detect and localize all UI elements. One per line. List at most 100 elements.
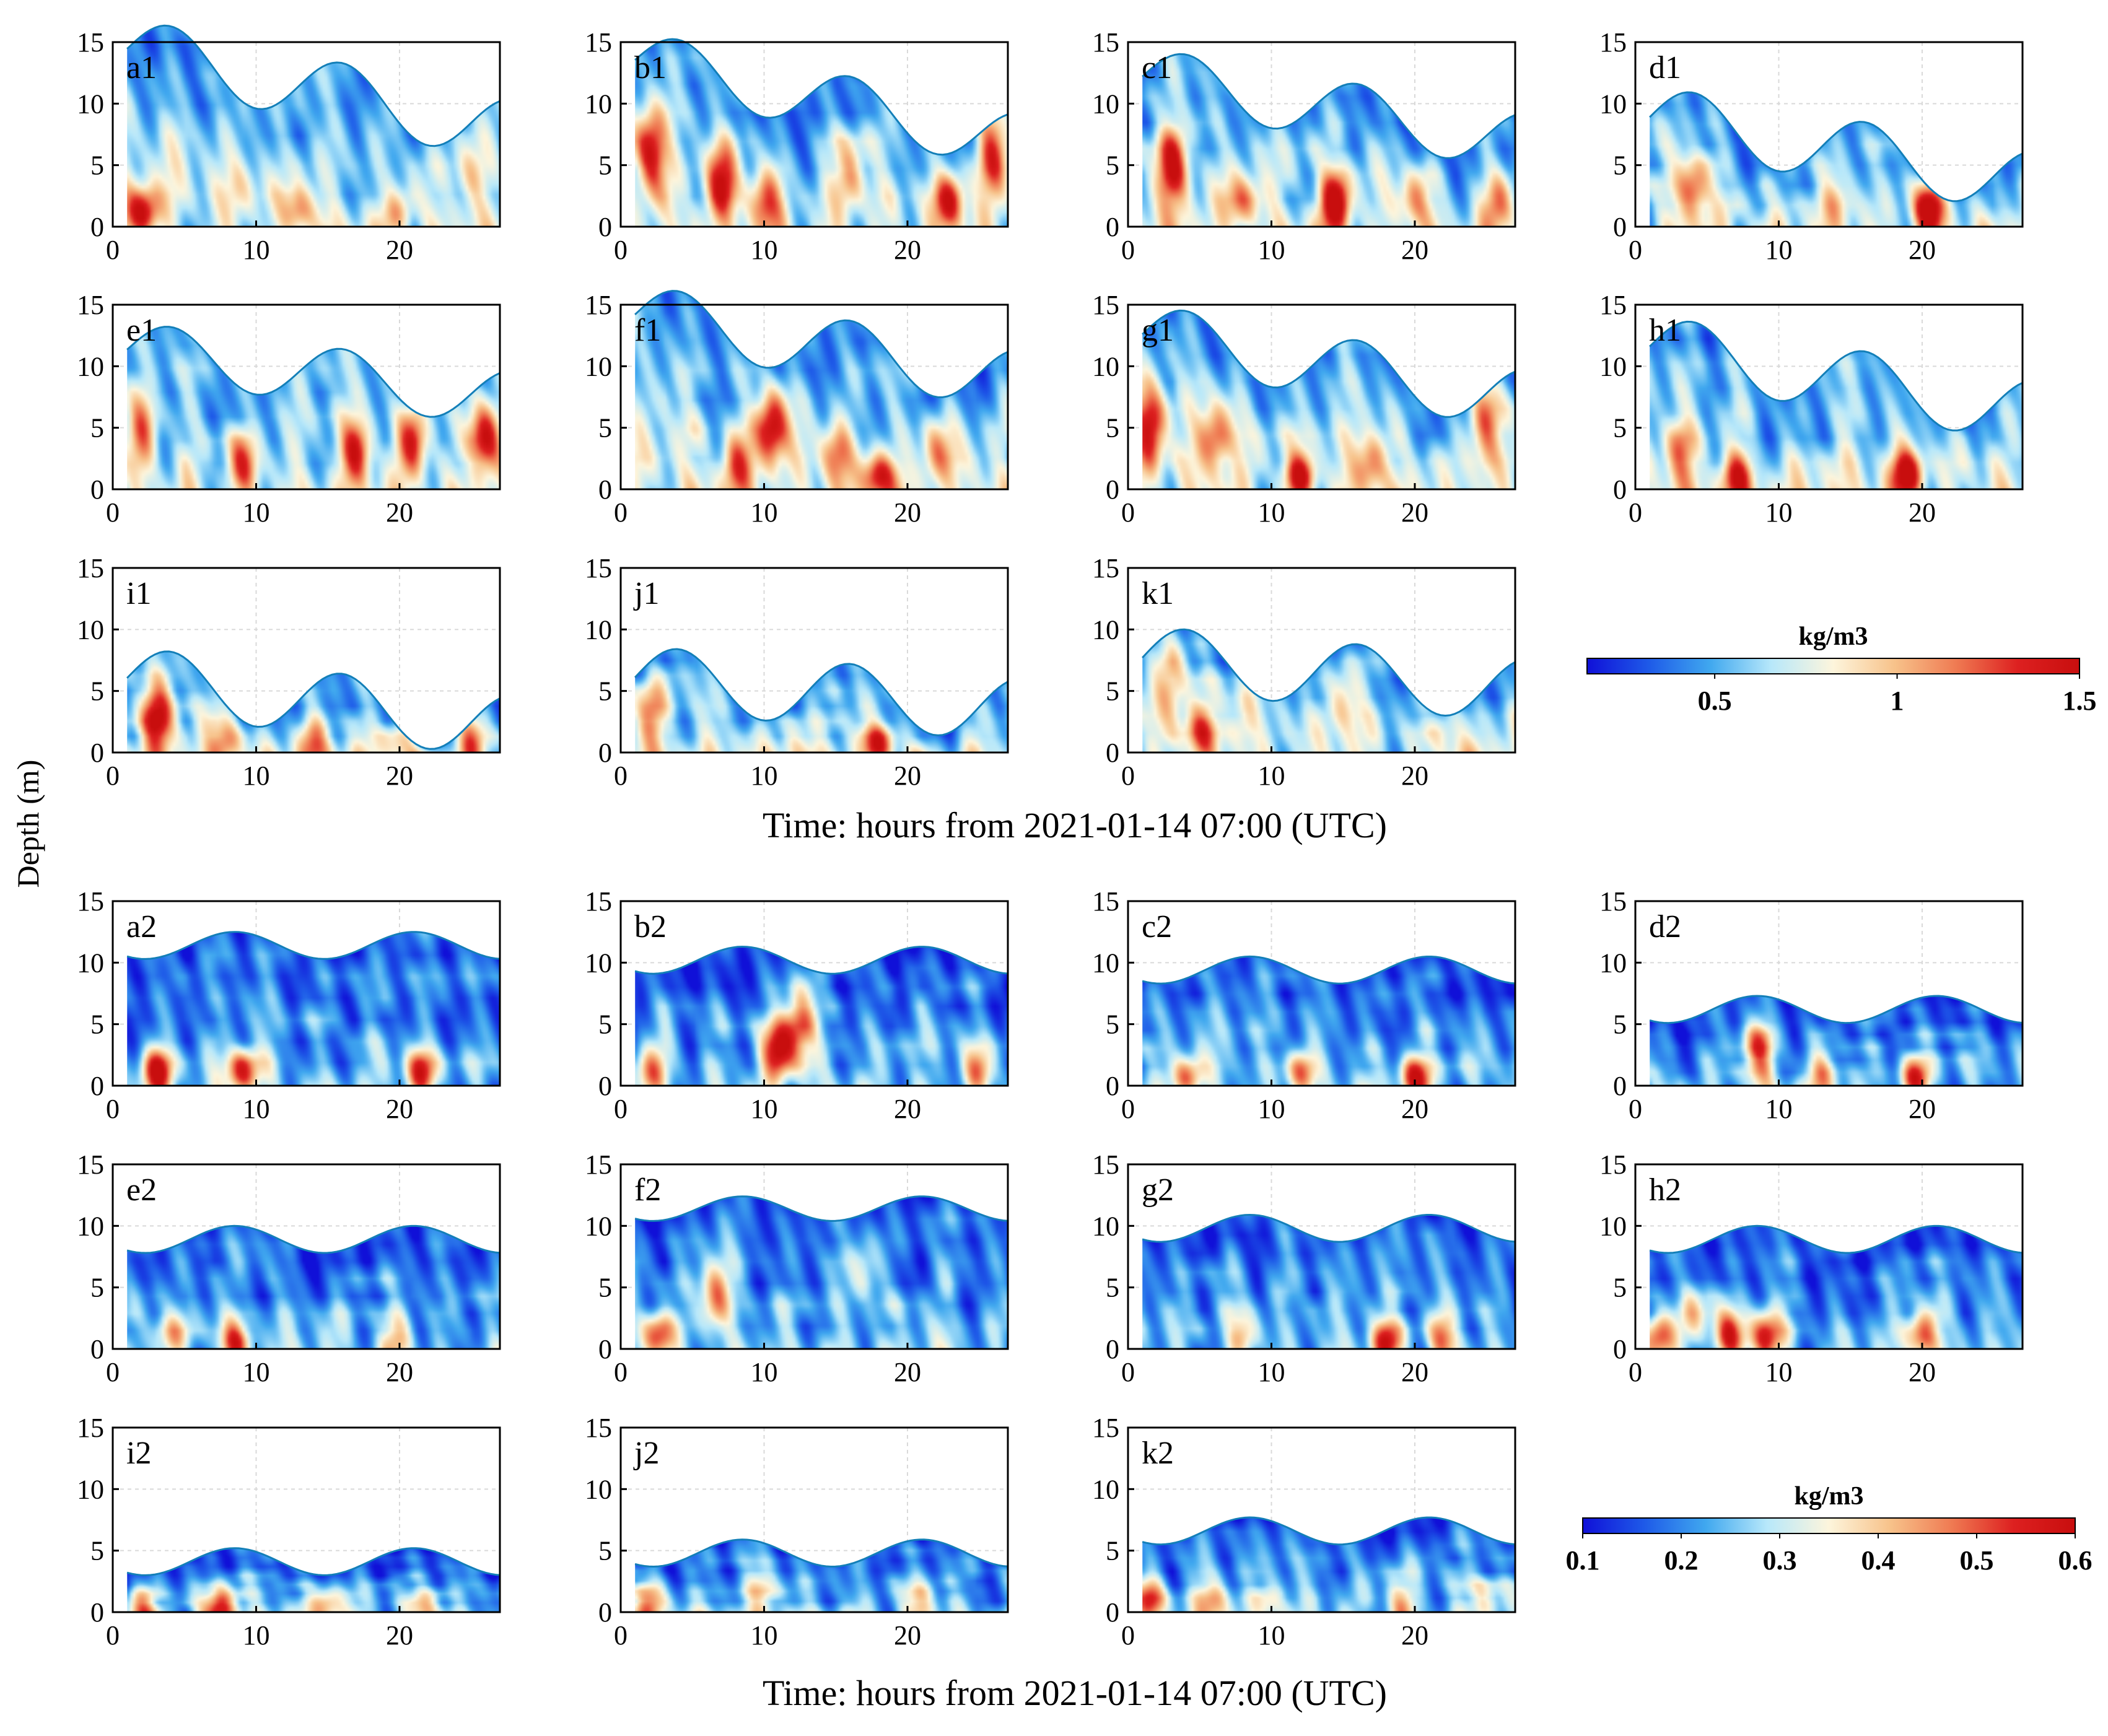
x-tick-label: 0 xyxy=(1629,497,1642,528)
y-tick-label: 10 xyxy=(1092,948,1119,978)
x-tick-label: 0 xyxy=(106,1620,120,1651)
heatmap-field xyxy=(1142,1517,1515,1612)
colorbar-2: kg/m3 0.1 0.2 0.3 0.4 0.5 0.6 xyxy=(1566,1482,2093,1576)
panel-label: d2 xyxy=(1649,909,1681,944)
x-tick-label: 20 xyxy=(386,761,413,791)
heatmap-field xyxy=(127,1226,501,1349)
surface-line xyxy=(1649,1224,2023,1254)
x-tick-label: 0 xyxy=(614,761,628,791)
y-tick-label: 5 xyxy=(1613,413,1627,443)
y-tick-label: 5 xyxy=(1106,1273,1119,1303)
y-tick-label: 5 xyxy=(598,413,612,443)
x-tick-label: 20 xyxy=(894,761,921,791)
surface-line xyxy=(1649,91,2023,203)
surface-line xyxy=(634,290,1008,398)
x-tick-label: 20 xyxy=(894,497,921,528)
heatmap-field xyxy=(1142,956,1515,1086)
y-tick-label: 5 xyxy=(1106,676,1119,707)
y-tick-label: 10 xyxy=(1599,948,1627,978)
surface-line xyxy=(1142,628,1516,717)
y-tick-label: 5 xyxy=(90,1273,104,1303)
panel-e1: 0 10 20 0 5 10 15 e1 xyxy=(77,290,501,528)
y-tick-label: 10 xyxy=(1092,351,1119,382)
heatmap-field xyxy=(1142,1215,1515,1349)
panel-label: a2 xyxy=(126,909,157,944)
y-tick-label: 5 xyxy=(598,150,612,181)
surface-line xyxy=(1142,1516,1516,1546)
panel-label: c1 xyxy=(1142,50,1172,85)
x-tick-label: 20 xyxy=(1909,497,1936,528)
heatmap-field xyxy=(1650,1226,2023,1349)
x-tick-label: 10 xyxy=(750,235,777,265)
y-tick-label: 10 xyxy=(77,948,104,978)
x-tick-label: 0 xyxy=(614,1094,628,1124)
panel-label: k2 xyxy=(1142,1436,1174,1471)
x-tick-label: 0 xyxy=(614,235,628,265)
y-tick-label: 10 xyxy=(77,1211,104,1241)
x-tick-label: 10 xyxy=(1257,1094,1285,1124)
heatmap-field xyxy=(127,651,501,752)
colorbar-tick-label: 0.2 xyxy=(1664,1545,1699,1576)
y-tick-label: 0 xyxy=(90,1071,104,1101)
x-tick-label: 0 xyxy=(1121,235,1135,265)
axes-frame xyxy=(1634,900,2024,1087)
x-tick-label: 20 xyxy=(386,235,413,265)
x-tick-label: 10 xyxy=(242,761,269,791)
panel-label: d1 xyxy=(1649,50,1681,85)
y-tick-label: 5 xyxy=(90,676,104,707)
y-tick-label: 5 xyxy=(1613,1010,1627,1040)
axes-frame xyxy=(619,1426,1009,1613)
x-tick-label: 0 xyxy=(1121,497,1135,528)
y-tick-label: 10 xyxy=(1599,89,1627,119)
x-tick-label: 20 xyxy=(894,1094,921,1124)
y-tick-label: 15 xyxy=(77,27,104,58)
colorbar-tick-label: 0.6 xyxy=(2058,1545,2093,1576)
y-tick-label: 10 xyxy=(585,1474,612,1504)
y-tick-label: 15 xyxy=(77,290,104,320)
heatmap-field xyxy=(635,649,1008,752)
y-axis-label: Depth (m) xyxy=(11,760,45,888)
panel-k1: 0 10 20 0 5 10 15 k1 xyxy=(1092,553,1516,791)
y-tick-label: 0 xyxy=(90,212,104,242)
x-tick-label: 20 xyxy=(1909,235,1936,265)
panel-a1: 0 10 20 0 5 10 15 a1 xyxy=(77,24,501,265)
panel-label: b1 xyxy=(634,50,667,85)
panel-d2: 0 10 20 0 5 10 15 d2 xyxy=(1599,886,2024,1124)
axes-frame xyxy=(1634,303,2024,491)
y-tick-label: 0 xyxy=(1106,474,1119,505)
x-tick-label: 10 xyxy=(1765,1357,1792,1387)
x-tick-label: 10 xyxy=(750,761,777,791)
surface-line xyxy=(126,326,501,418)
y-tick-label: 15 xyxy=(585,886,612,917)
x-tick-label: 10 xyxy=(1765,235,1792,265)
x-tick-label: 10 xyxy=(242,497,269,528)
axes-frame xyxy=(1127,1426,1516,1613)
y-tick-label: 0 xyxy=(1106,738,1119,768)
panel-j1: 0 10 20 0 5 10 15 j1 xyxy=(585,553,1009,791)
panel-b1: 0 10 20 0 5 10 15 b1 xyxy=(585,27,1009,265)
x-tick-label: 20 xyxy=(386,1620,413,1651)
y-tick-label: 0 xyxy=(90,1334,104,1364)
x-tick-label: 10 xyxy=(750,497,777,528)
axes-frame xyxy=(1634,41,2024,228)
panel-label: h2 xyxy=(1649,1172,1681,1208)
colorbar-label: kg/m3 xyxy=(1794,1482,1863,1511)
x-tick-label: 0 xyxy=(106,235,120,265)
y-tick-label: 0 xyxy=(598,1071,612,1101)
surface-line xyxy=(1142,955,1516,985)
axes-frame xyxy=(619,41,1009,228)
panel-label: a1 xyxy=(126,50,157,85)
axes-frame xyxy=(112,900,501,1087)
heatmap-field xyxy=(635,1196,1008,1349)
colorbar-gradient xyxy=(1582,1517,2076,1534)
y-tick-label: 5 xyxy=(598,1273,612,1303)
panel-label: i1 xyxy=(126,576,151,611)
y-tick-label: 0 xyxy=(1106,212,1119,242)
x-axis-label-top: Time: hours from 2021-01-14 07:00 (UTC) xyxy=(763,805,1387,845)
panel-label: h1 xyxy=(1649,313,1681,348)
panel-label: e1 xyxy=(126,313,157,348)
y-tick-label: 10 xyxy=(1092,614,1119,645)
heatmap-field xyxy=(1142,629,1515,752)
colorbar-tick-label: 0.5 xyxy=(1698,686,1732,716)
